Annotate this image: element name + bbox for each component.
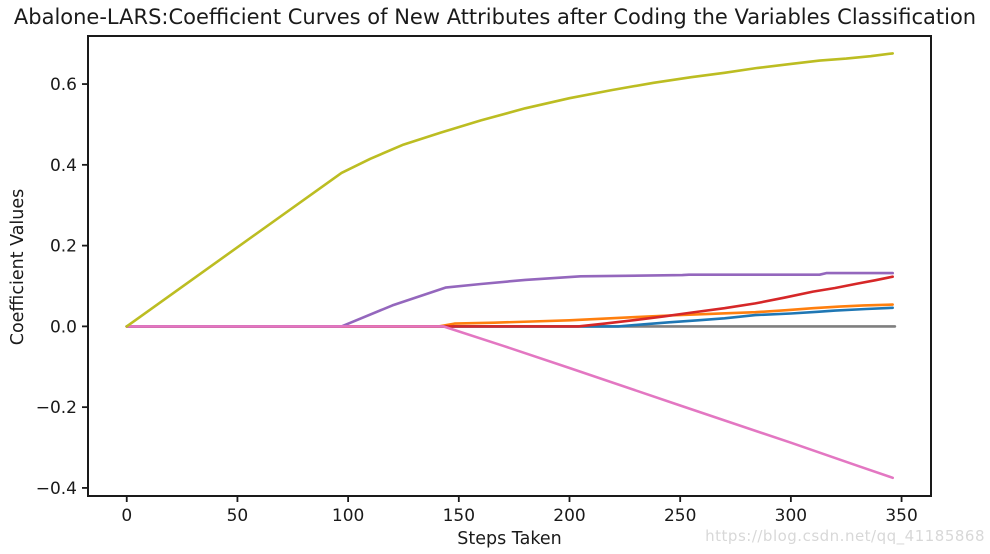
plot-border xyxy=(87,35,932,497)
series-coef-olive xyxy=(125,52,895,328)
x-tick-label: 0 xyxy=(121,506,132,526)
x-tick-label: 300 xyxy=(775,506,807,526)
y-tick-label: 0.4 xyxy=(50,156,77,176)
x-tick-label: 100 xyxy=(332,506,364,526)
y-tick-label: −0.2 xyxy=(36,398,77,418)
x-tick-label: 50 xyxy=(227,506,249,526)
y-tick-label: 0.6 xyxy=(50,75,77,95)
x-tick-label: 350 xyxy=(885,506,917,526)
chart-title: Abalone-LARS:Coefficient Curves of New A… xyxy=(13,5,977,29)
series-coef-pink xyxy=(125,325,895,480)
x-tick-label: 200 xyxy=(553,506,585,526)
x-tick-label: 150 xyxy=(443,506,475,526)
watermark: https://blog.csdn.net/qq_41185868 xyxy=(705,527,985,545)
x-tick-label: 250 xyxy=(664,506,696,526)
y-tick-label: 0.2 xyxy=(50,237,77,257)
y-tick-label: 0.0 xyxy=(50,317,77,337)
series-coef-orange xyxy=(125,303,895,328)
series-coef-blue xyxy=(125,306,895,328)
y-tick-label: −0.4 xyxy=(36,479,77,499)
series-coef-purple xyxy=(125,271,895,328)
x-axis-label: Steps Taken xyxy=(457,529,562,549)
series-coef-red xyxy=(125,275,895,328)
